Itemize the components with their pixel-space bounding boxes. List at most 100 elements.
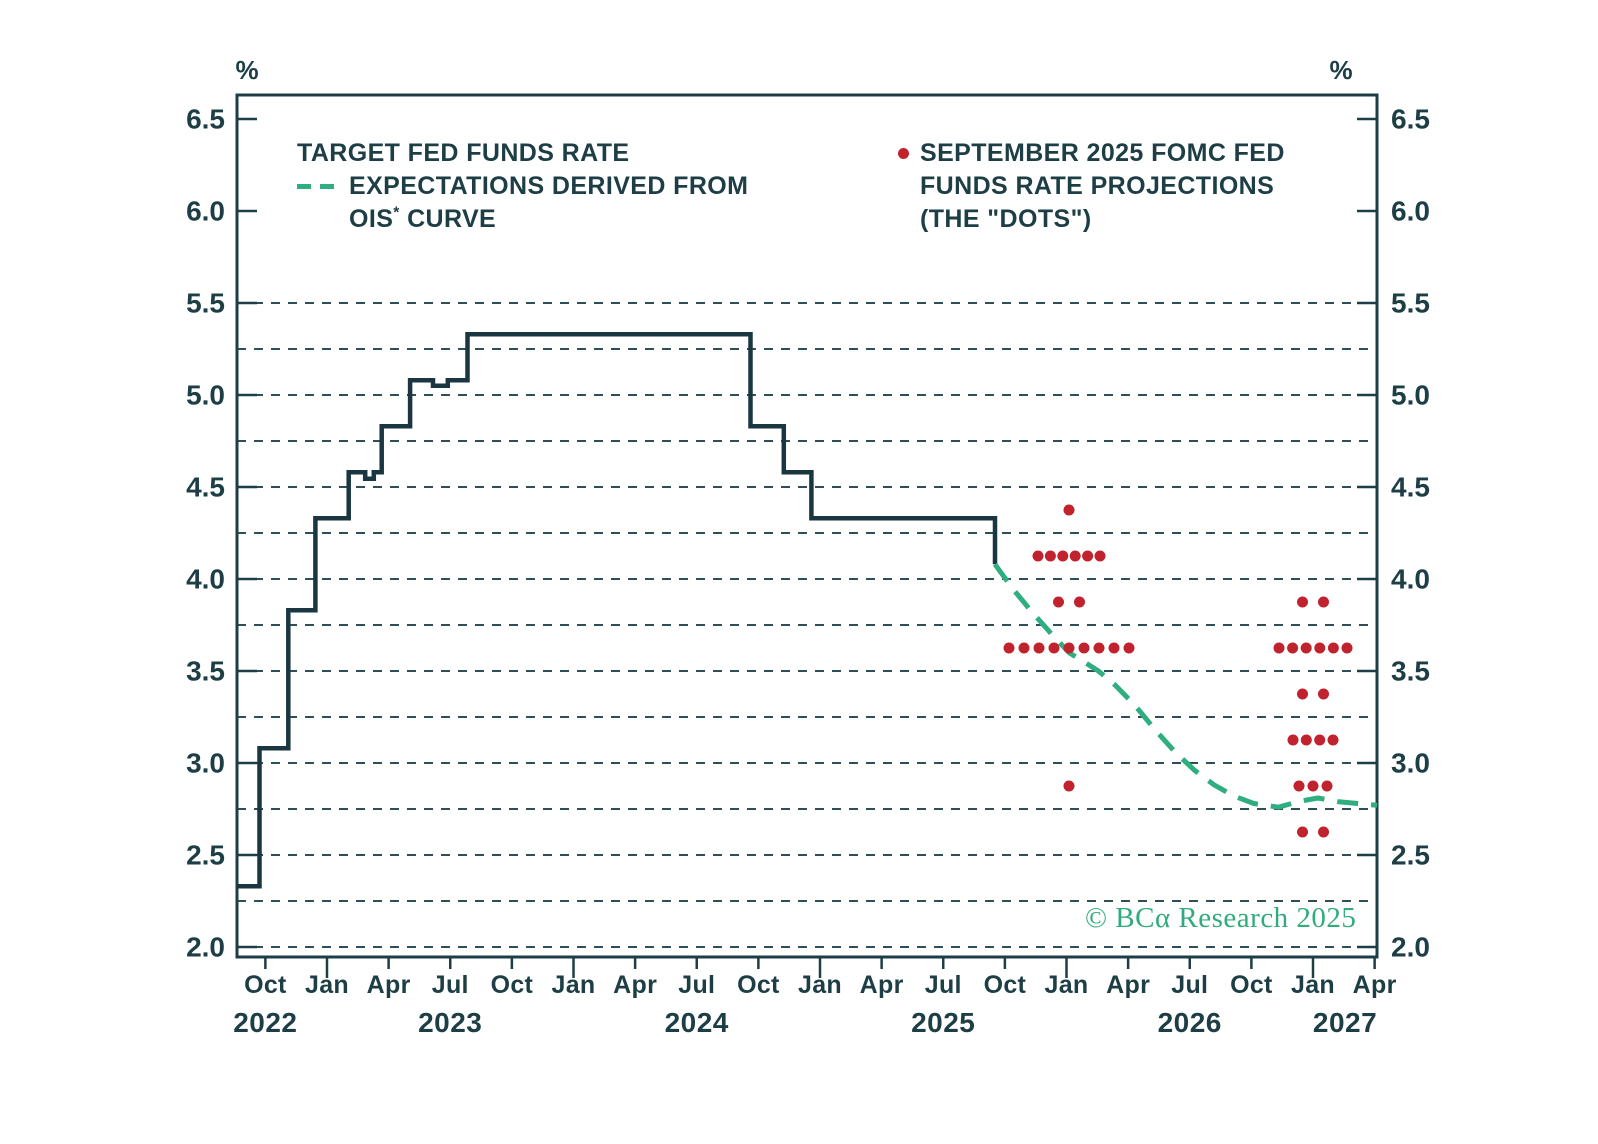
y-axis-label-left: 5.0 [186, 380, 225, 411]
x-axis-month-label: Oct [737, 971, 780, 999]
target-fed-funds-rate-line [237, 332, 998, 889]
fomc-projection-dot [1063, 780, 1075, 792]
x-axis-month-label: Jan [552, 971, 596, 999]
fomc-projection-dot [1318, 688, 1329, 700]
y-axis-label-right: 4.5 [1391, 472, 1430, 503]
legend-item-ois-line2: OIS* CURVE [349, 203, 748, 236]
fomc-projection-dot [1074, 596, 1085, 608]
fomc-projection-dot [1003, 642, 1015, 654]
x-axis-month-label: Jan [798, 971, 842, 999]
fomc-projection-dot [1287, 642, 1299, 654]
y-axis-label-left: 6.5 [186, 104, 225, 135]
y-axis-label-right: 2.0 [1391, 932, 1430, 963]
fomc-projection-dot [1044, 550, 1056, 562]
fomc-projection-dot [1287, 734, 1299, 746]
fomc-projection-dot [1032, 550, 1044, 562]
x-axis-year-label: 2026 [1158, 1007, 1222, 1038]
ois-footnote-asterisk: * [393, 204, 400, 222]
ois-expectations-line [992, 562, 1378, 810]
x-axis-month-label: Oct [244, 971, 287, 999]
y-axis-label-left: 5.5 [186, 288, 225, 319]
y-axis-label-right: 3.0 [1391, 748, 1430, 779]
fomc-projection-dot [1327, 734, 1339, 746]
y-axis-label-right: 5.5 [1391, 288, 1430, 319]
x-axis-month-label: Oct [984, 971, 1027, 999]
fomc-projection-dot [1297, 826, 1308, 838]
fomc-projection-dot [1069, 550, 1081, 562]
y-axis-label-left: 3.5 [186, 656, 225, 687]
fomc-projection-dot [1108, 642, 1120, 654]
fomc-projection-dot [1318, 826, 1329, 838]
fomc-dot-marker [898, 148, 909, 159]
y-axis-label-left: 2.5 [186, 840, 225, 871]
x-axis-month-label: Jul [925, 971, 962, 999]
fomc-projection-dot [1300, 642, 1312, 654]
y-axis-label-left: 2.0 [186, 932, 225, 963]
x-axis-year-label: 2022 [233, 1007, 297, 1038]
fomc-projection-dot [1314, 642, 1326, 654]
ois-dashed-line-marker [297, 184, 334, 189]
legend-item-fomc-dots-line2: FUNDS RATE PROJECTIONS [920, 170, 1285, 203]
legend-item-ois: EXPECTATIONS DERIVED FROM [297, 170, 748, 203]
legend-item-target-rate: TARGET FED FUNDS RATE [297, 137, 748, 170]
legend-dots-label-line3: (THE "DOTS") [920, 205, 1092, 233]
fomc-projection-dot [1063, 504, 1075, 516]
fomc-projection-dot [1123, 642, 1135, 654]
x-axis-month-label: Jul [432, 971, 469, 999]
x-axis-month-label: Apr [1106, 971, 1150, 999]
legend-dots-label-line1: SEPTEMBER 2025 FOMC FED [920, 139, 1285, 167]
bca-research-watermark: © BCα Research 2025 [1085, 902, 1357, 934]
y-axis-label-right: 6.0 [1391, 196, 1430, 227]
y-axis-label-left: 3.0 [186, 748, 225, 779]
legend-ois-label-line1: EXPECTATIONS DERIVED FROM [349, 172, 749, 200]
legend-left: TARGET FED FUNDS RATE EXPECTATIONS DERIV… [297, 137, 748, 236]
x-axis-month-label: Jan [305, 971, 349, 999]
x-axis-month-label: Jul [678, 971, 715, 999]
legend-item-fomc-dots: SEPTEMBER 2025 FOMC FED [898, 137, 1285, 170]
fomc-projection-dot [1297, 596, 1308, 608]
x-axis-month-label: Jan [1045, 971, 1089, 999]
fomc-projection-dot [1078, 642, 1090, 654]
fomc-projection-dot [1063, 642, 1075, 654]
fomc-projection-dot [1082, 550, 1094, 562]
legend-item-fomc-dots-line3: (THE "DOTS") [920, 203, 1285, 236]
plot-border [235, 93, 1379, 959]
y-axis-label-right: 5.0 [1391, 380, 1430, 411]
legend-dots-label-line2: FUNDS RATE PROJECTIONS [920, 172, 1275, 200]
fomc-projection-dot [1057, 550, 1069, 562]
y-axis-unit-right: % [1329, 55, 1352, 85]
fomc-projection-dot [1321, 780, 1333, 792]
x-axis-month-label: Apr [1353, 971, 1397, 999]
x-axis-month-label: Jan [1291, 971, 1335, 999]
x-axis-year-label: 2027 [1313, 1007, 1377, 1038]
y-axis-label-left: 4.0 [186, 564, 225, 595]
x-axis-year-label: 2024 [665, 1007, 729, 1038]
y-axis-label-right: 3.5 [1391, 656, 1430, 687]
fomc-projection-dot [1094, 550, 1106, 562]
x-axis-month-label: Jul [1171, 971, 1208, 999]
fomc-projection-dot [1341, 642, 1353, 654]
y-axis-label-right: 2.5 [1391, 840, 1430, 871]
x-axis-month-label: Oct [491, 971, 534, 999]
fomc-projection-dot [1297, 688, 1308, 700]
y-axis-unit-left: % [235, 55, 258, 85]
x-axis-month-label: Apr [860, 971, 904, 999]
fomc-projection-dot [1053, 596, 1064, 608]
legend-right: SEPTEMBER 2025 FOMC FED FUNDS RATE PROJE… [898, 137, 1285, 236]
x-axis-month-label: Apr [613, 971, 657, 999]
fomc-projection-dot [1093, 642, 1105, 654]
legend-target-rate-label: TARGET FED FUNDS RATE [297, 139, 630, 167]
y-axis-label-left: 6.0 [186, 196, 225, 227]
fomc-projection-dot [1300, 734, 1312, 746]
fomc-projection-dot [1314, 734, 1326, 746]
x-axis-month-label: Oct [1230, 971, 1273, 999]
fomc-projection-dot [1273, 642, 1285, 654]
fomc-projection-dot [1293, 780, 1305, 792]
x-axis-year-label: 2025 [911, 1007, 975, 1038]
fomc-projection-dot [1018, 642, 1030, 654]
fomc-projection-dot [1033, 642, 1045, 654]
y-axis-label-right: 4.0 [1391, 564, 1430, 595]
fomc-projection-dot [1327, 642, 1339, 654]
